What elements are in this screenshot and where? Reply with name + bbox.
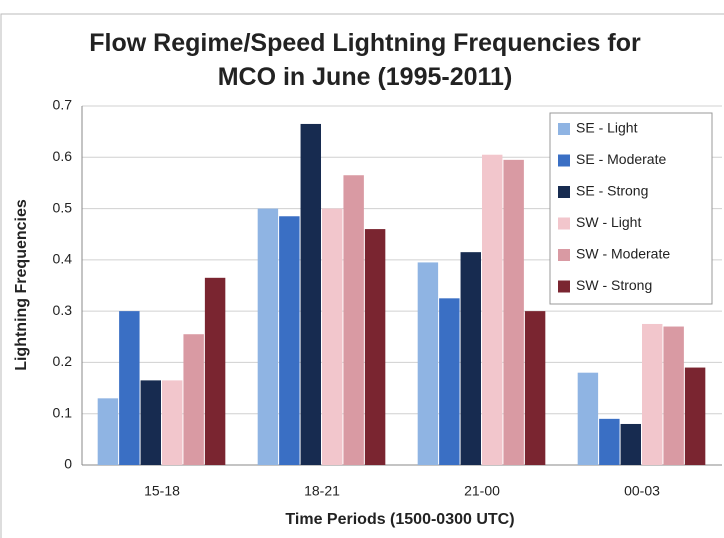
legend-swatch	[558, 280, 570, 293]
legend-label: SE - Strong	[576, 183, 648, 199]
legend-label: SW - Light	[576, 214, 641, 230]
bar	[663, 326, 684, 465]
legend-swatch	[558, 186, 570, 198]
legend-swatch	[558, 123, 570, 135]
y-tick-label: 0.2	[53, 353, 73, 369]
bar	[684, 367, 706, 465]
bar	[257, 208, 279, 466]
y-tick-label: 0.6	[53, 148, 73, 164]
bar	[417, 262, 439, 465]
bar	[140, 380, 161, 465]
x-tick-label: 00-03	[624, 483, 660, 499]
y-tick-label: 0.7	[53, 97, 73, 113]
bar	[642, 323, 663, 465]
y-axis-title: Lightning Frequencies	[13, 199, 30, 371]
y-tick-label: 0.3	[53, 302, 73, 318]
bar	[599, 418, 620, 465]
chart-frame	[0, 13, 724, 538]
bar	[460, 252, 481, 465]
y-tick-label: 0.5	[53, 199, 73, 215]
legend-label: SE - Light	[576, 120, 638, 136]
legend-box	[549, 112, 713, 305]
x-tick-label: 15-18	[144, 483, 180, 499]
bar	[97, 398, 119, 465]
bar	[482, 154, 503, 465]
bar	[577, 372, 599, 465]
legend-label: SW - Moderate	[576, 246, 670, 262]
legend-label: SE - Moderate	[576, 151, 666, 167]
bar	[343, 175, 364, 465]
bar	[204, 277, 226, 465]
bar	[119, 311, 140, 465]
legend-label: SW - Strong	[576, 277, 652, 293]
legend-swatch	[558, 217, 570, 230]
x-tick-label: 18-21	[304, 483, 340, 499]
bar	[439, 298, 460, 465]
chart-title: Flow Regime/Speed Lightning Frequencies …	[89, 29, 641, 91]
bar	[620, 423, 641, 465]
legend-swatch	[558, 249, 570, 261]
x-tick-label: 21-00	[464, 483, 500, 499]
legend-swatch	[558, 154, 570, 167]
bar	[322, 208, 343, 466]
bar	[300, 123, 321, 465]
bar	[503, 159, 524, 465]
bar	[162, 380, 183, 465]
y-tick-label: 0	[64, 456, 72, 472]
bar	[183, 334, 204, 465]
bar	[364, 229, 386, 465]
bar	[524, 311, 546, 465]
bar	[279, 216, 300, 465]
y-tick-label: 0.4	[53, 251, 73, 267]
x-axis-title: Time Periods (1500-0300 UTC)	[285, 511, 514, 528]
y-tick-label: 0.1	[53, 404, 73, 420]
